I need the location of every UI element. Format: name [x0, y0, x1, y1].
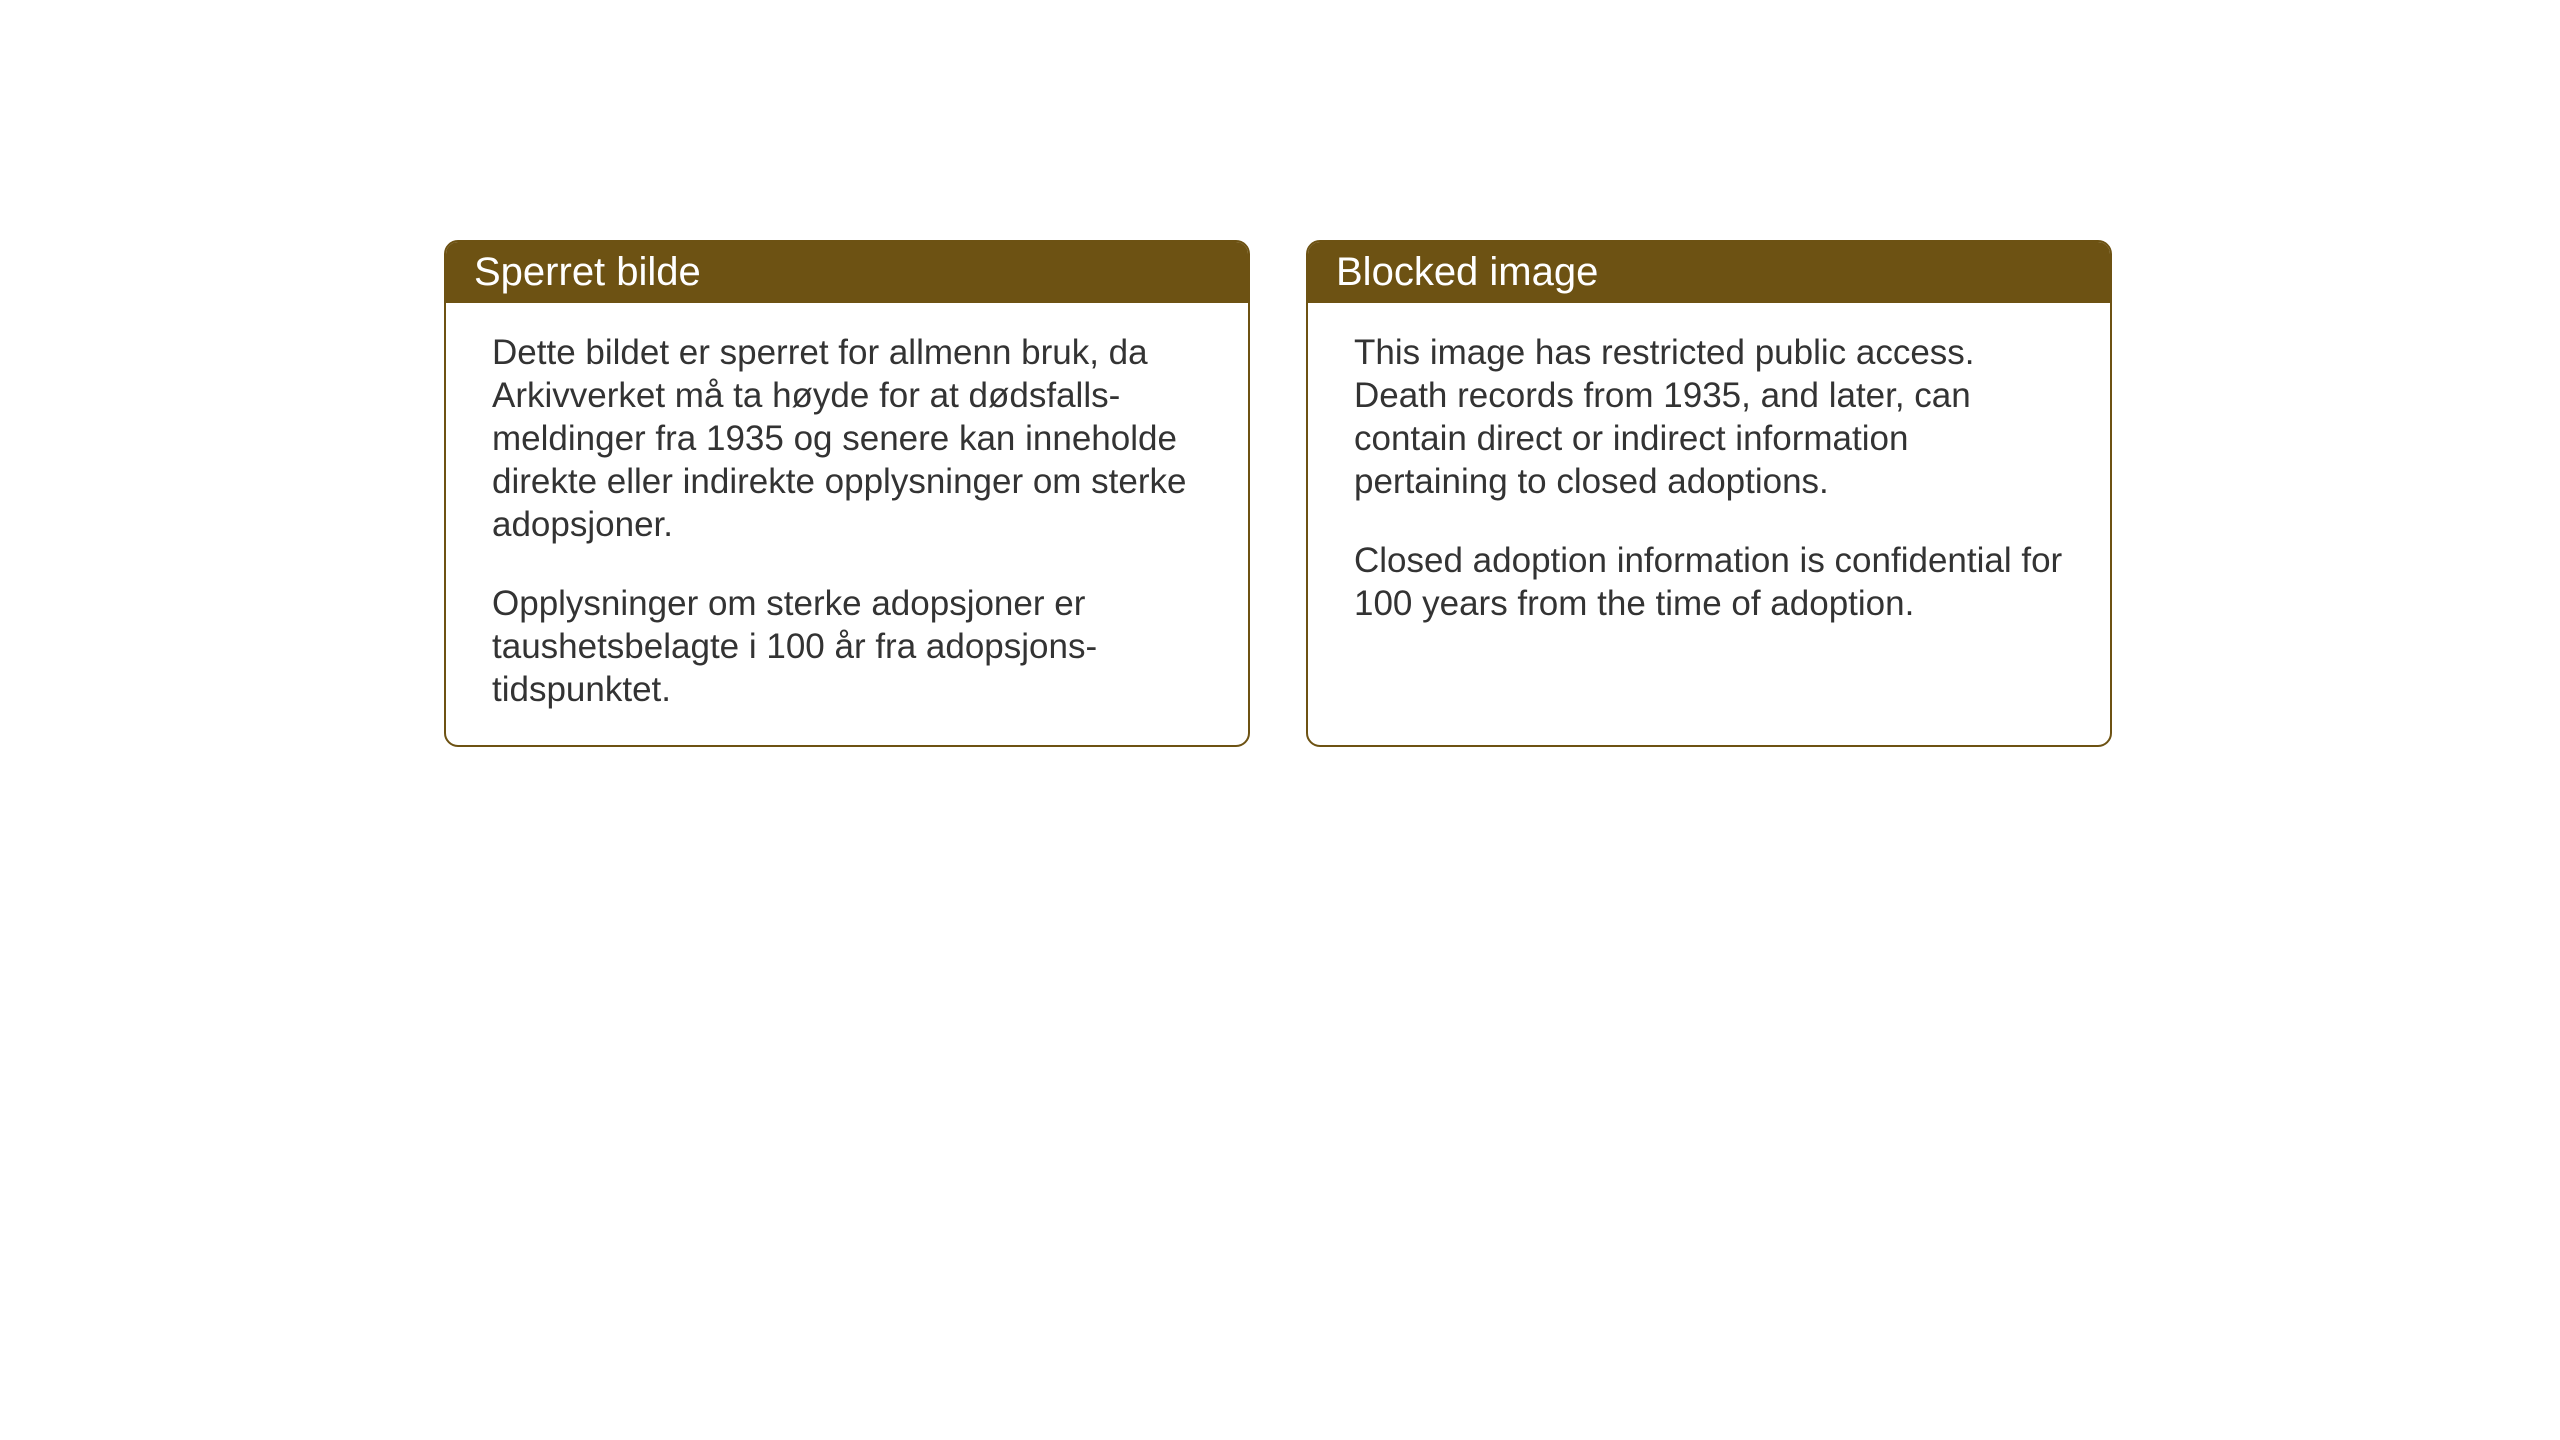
- card-title: Sperret bilde: [474, 250, 701, 294]
- card-body-english: This image has restricted public access.…: [1308, 303, 2110, 703]
- notice-cards-container: Sperret bilde Dette bildet er sperret fo…: [444, 240, 2112, 747]
- card-title: Blocked image: [1336, 250, 1598, 294]
- card-paragraph-2: Opplysninger om sterke adopsjoner er tau…: [492, 582, 1202, 711]
- card-header-norwegian: Sperret bilde: [446, 242, 1248, 303]
- card-paragraph-2: Closed adoption information is confident…: [1354, 539, 2064, 625]
- card-body-norwegian: Dette bildet er sperret for allmenn bruk…: [446, 303, 1248, 745]
- card-header-english: Blocked image: [1308, 242, 2110, 303]
- notice-card-english: Blocked image This image has restricted …: [1306, 240, 2112, 747]
- card-paragraph-1: This image has restricted public access.…: [1354, 331, 2064, 503]
- card-paragraph-1: Dette bildet er sperret for allmenn bruk…: [492, 331, 1202, 546]
- notice-card-norwegian: Sperret bilde Dette bildet er sperret fo…: [444, 240, 1250, 747]
